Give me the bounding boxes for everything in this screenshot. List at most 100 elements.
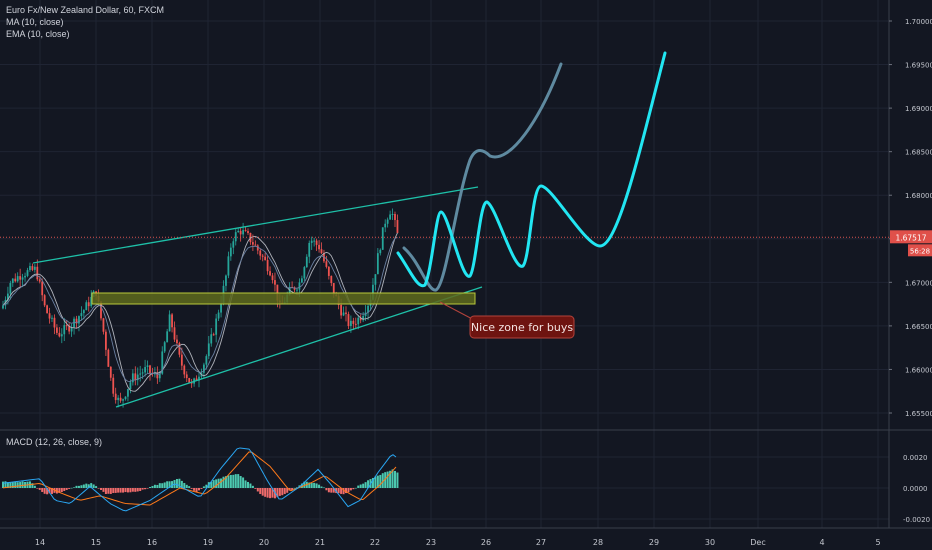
macd-hist-bar (391, 469, 394, 488)
candle-body (56, 327, 58, 333)
macd-hist-bar (266, 488, 269, 498)
macd-hist-bar (224, 476, 227, 488)
macd-hist-bar (190, 488, 193, 489)
macd-hist-bar (291, 488, 294, 491)
macd-hist-bar (364, 482, 367, 488)
candle-body (340, 304, 342, 316)
macd-hist-bar (180, 480, 183, 488)
candle-body (303, 267, 306, 279)
candle-body (87, 302, 90, 307)
candle-body (109, 366, 112, 378)
candle-body (60, 334, 63, 337)
macd-hist-bar (48, 488, 51, 494)
macd-hist-bar (109, 488, 112, 494)
candle-body (161, 351, 164, 374)
candle-body (320, 249, 323, 254)
candle-body (43, 295, 46, 306)
candle-body (188, 378, 191, 383)
macd-hist-bar (379, 474, 382, 488)
macd-hist-bar (244, 480, 247, 488)
macd-hist-bar (153, 484, 156, 488)
macd-hist-bar (82, 484, 85, 488)
macd-hist-bar (9, 482, 12, 488)
candle-body (75, 318, 78, 324)
macd-hist-bar (193, 488, 196, 491)
candle-body (215, 318, 218, 335)
channel-upper-line (32, 186, 479, 264)
candle-body (21, 277, 24, 280)
candle-body (58, 332, 61, 337)
price-tick-label-6: 1.67000 (905, 279, 932, 287)
callout-box (469, 315, 575, 339)
macd-hist-bar (38, 488, 41, 490)
current-price-tag (890, 230, 932, 244)
macd-hist-bar (342, 488, 345, 495)
candle-body (29, 266, 31, 271)
macd-hist-bar (340, 488, 343, 494)
macd-hist-bar (325, 488, 328, 491)
candle-body (46, 305, 48, 314)
candle-body (394, 213, 396, 221)
candle-body (310, 240, 313, 243)
macd-hist-bar (212, 480, 215, 488)
price-tick-label-1: 1.69500 (905, 62, 932, 70)
macd-hist-bar (227, 475, 230, 488)
macd-hist-bar (129, 488, 132, 493)
macd-hist-bar (149, 486, 151, 488)
macd-tick-label-0: 0.0020 (903, 454, 928, 462)
macd-hist-bar (75, 485, 78, 488)
macd-hist-bar (332, 488, 335, 493)
candle-body (234, 232, 237, 242)
candle-body (220, 303, 222, 313)
macd-hist-bar (222, 476, 225, 488)
candle-body (112, 377, 115, 394)
macd-hist-bar (234, 474, 237, 488)
macd-hist-bar (251, 485, 254, 488)
price-tick-label-7: 1.66500 (905, 323, 932, 331)
candle-body (367, 305, 369, 313)
symbol-title: Euro Fx/New Zealand Dollar, 60, FXCM (6, 5, 165, 15)
candle-body (372, 284, 374, 300)
macd-hist-bar (151, 486, 154, 488)
candle-body (342, 312, 345, 316)
macd-hist-bar (237, 474, 240, 488)
candle-body (386, 219, 389, 224)
macd-hist-bar (117, 488, 120, 493)
macd-hist-bar (381, 473, 384, 488)
macd-hist-bar (389, 470, 392, 488)
macd-hist-bar (161, 483, 164, 488)
ema-line (2, 236, 398, 382)
macd-hist-bar (320, 486, 323, 488)
candle-body (173, 327, 176, 340)
candle-body (274, 280, 276, 285)
candle-body (396, 220, 399, 234)
candle-body (166, 331, 169, 343)
macd-hist-bar (97, 488, 100, 489)
callout-text: Nice zone for buys (471, 321, 573, 334)
buy-zone-box (91, 292, 476, 305)
candle-body (259, 250, 262, 256)
candle-body (195, 378, 198, 381)
macd-hist-bar (261, 488, 264, 496)
candle-body (347, 314, 350, 327)
macd-hist-bar (315, 483, 318, 488)
macd-hist-bar (33, 485, 36, 488)
candle-body (14, 278, 17, 282)
macd-hist-bar (330, 488, 333, 493)
macd-hist-bar (11, 482, 14, 488)
candle-body (313, 240, 316, 242)
time-tick-label-11: 29 (649, 538, 659, 547)
candle-body (36, 266, 39, 280)
candle-body (136, 374, 139, 381)
macd-hist-bar (158, 483, 161, 488)
time-tick-label-13: Dec (750, 538, 765, 547)
candle-body (82, 310, 85, 314)
candle-body (254, 244, 257, 246)
macd-hist-bar (68, 488, 71, 489)
macd-hist-bar (139, 488, 142, 492)
ma-line (2, 232, 398, 392)
macd-tick-label-2: -0.0020 (903, 516, 930, 524)
price-tick-label-0: 1.70000 (905, 18, 932, 26)
